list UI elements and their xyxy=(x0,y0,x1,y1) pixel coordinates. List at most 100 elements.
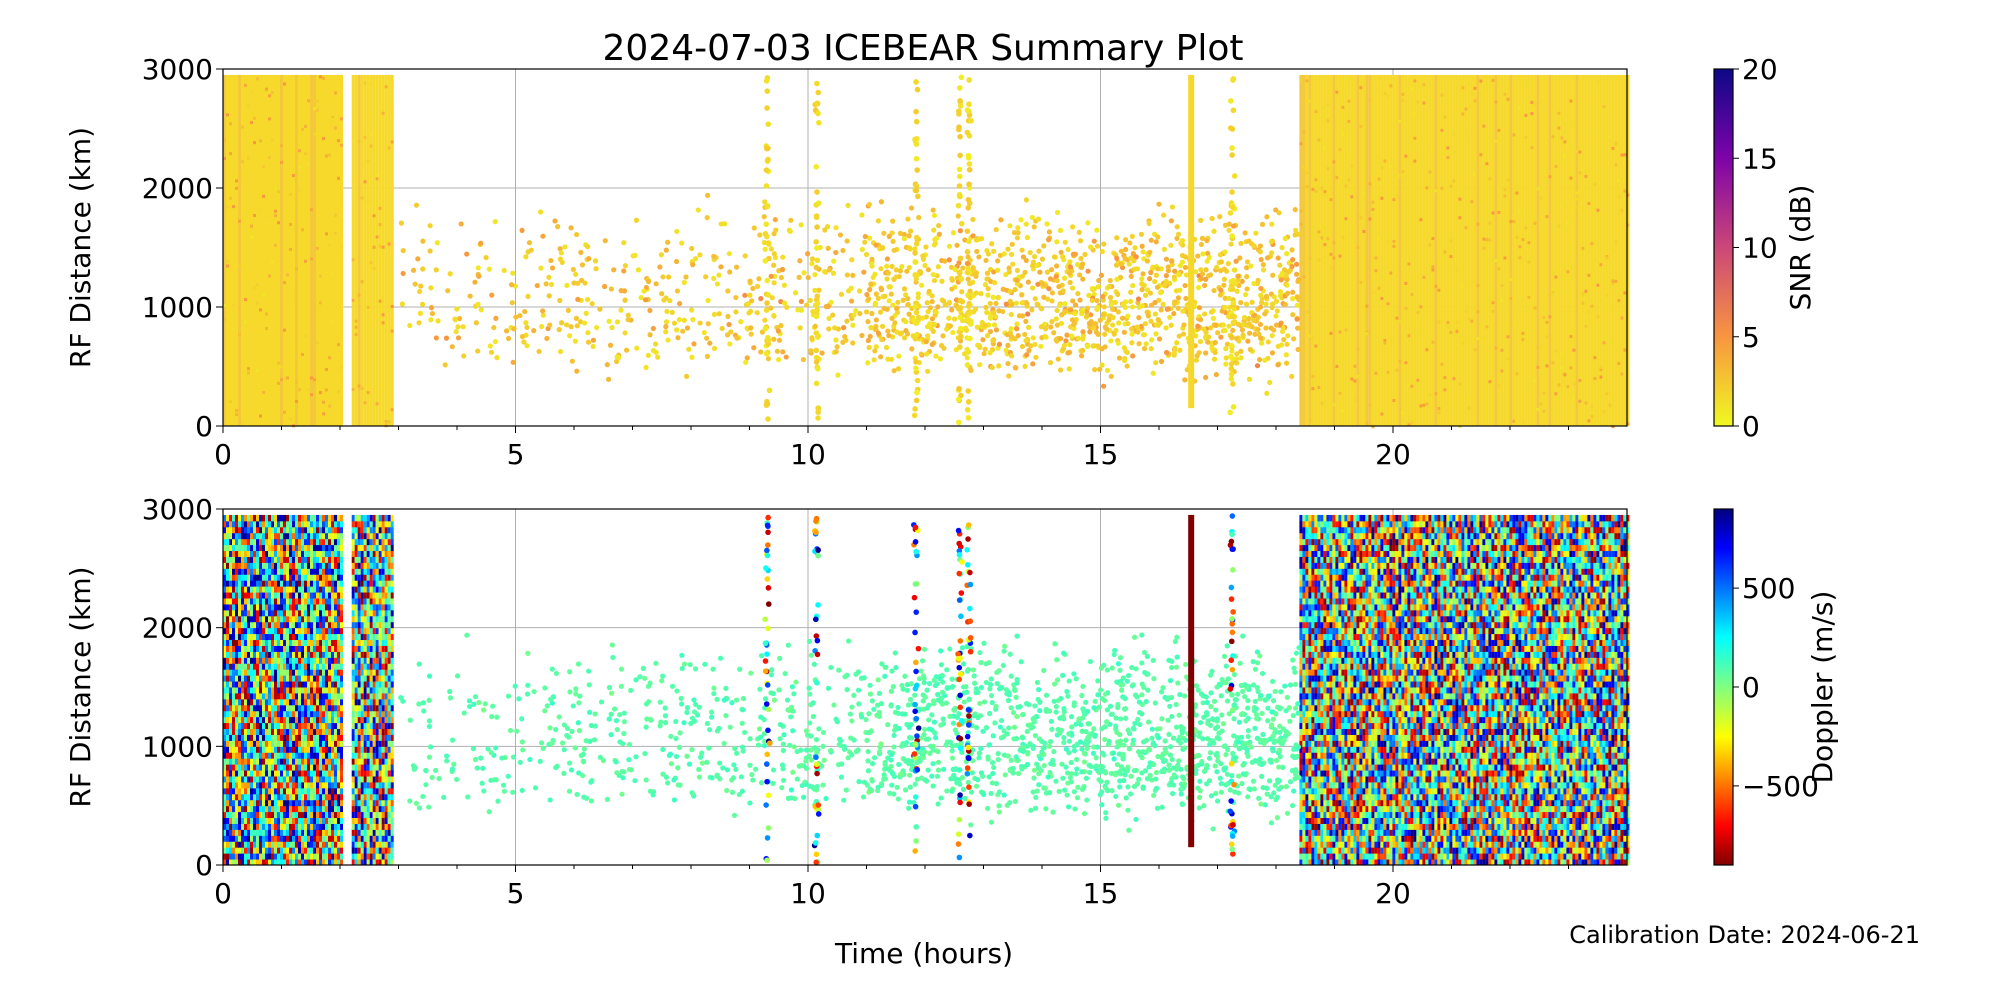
data-point xyxy=(328,752,331,759)
data-point xyxy=(866,344,872,351)
data-point xyxy=(1560,136,1564,140)
data-point xyxy=(325,835,328,842)
data-strip xyxy=(1500,74,1504,426)
data-point xyxy=(1443,250,1447,254)
data-point xyxy=(325,681,328,688)
data-point xyxy=(316,621,319,629)
data-point xyxy=(416,320,422,326)
data-point xyxy=(247,514,250,522)
data-point xyxy=(1539,402,1543,406)
data-strip xyxy=(295,74,298,426)
data-point xyxy=(1407,262,1411,266)
data-point xyxy=(301,127,304,131)
data-point xyxy=(277,221,280,225)
data-point xyxy=(286,704,289,712)
data-point xyxy=(304,598,307,605)
data-point xyxy=(1044,269,1050,275)
data-point xyxy=(244,764,247,771)
data-point xyxy=(1175,305,1181,311)
data-point xyxy=(325,514,328,522)
data-point xyxy=(262,728,265,735)
data-point xyxy=(592,258,599,264)
data-point xyxy=(295,675,298,682)
data-point xyxy=(280,698,283,706)
data-point xyxy=(295,609,298,617)
data-point xyxy=(1283,272,1289,278)
data-strip xyxy=(1425,74,1429,426)
data-point xyxy=(1271,327,1277,333)
data-point xyxy=(277,381,280,385)
data-point xyxy=(622,297,628,303)
data-point xyxy=(1205,250,1211,256)
data-point xyxy=(1015,230,1021,236)
data-point xyxy=(283,663,286,670)
data-point xyxy=(325,823,328,830)
data-point xyxy=(301,764,304,771)
data-point xyxy=(271,580,274,587)
data-point xyxy=(256,574,259,581)
data-point xyxy=(663,329,669,335)
data-point xyxy=(277,752,280,759)
data-point xyxy=(331,835,334,842)
data-point xyxy=(238,805,241,813)
data-point xyxy=(322,811,325,819)
data-point xyxy=(223,627,226,635)
data-point xyxy=(316,692,319,700)
data-point xyxy=(238,574,241,581)
data-strip xyxy=(384,74,388,426)
data-point xyxy=(1620,372,1624,376)
data-point xyxy=(328,404,331,408)
data-point xyxy=(298,556,301,563)
data-point xyxy=(268,651,271,658)
data-point xyxy=(1033,354,1039,360)
data-point xyxy=(340,117,343,121)
data-point xyxy=(604,362,610,368)
data-point xyxy=(283,574,286,581)
data-point xyxy=(292,829,295,836)
data-point xyxy=(1156,201,1162,207)
data-point xyxy=(295,615,298,623)
data-strip xyxy=(1566,74,1570,426)
data-point xyxy=(764,277,771,284)
data-point xyxy=(313,556,316,563)
data-point xyxy=(1258,335,1264,341)
data-point xyxy=(322,799,325,807)
data-point xyxy=(814,189,820,195)
data-point xyxy=(1135,329,1141,335)
data-point xyxy=(295,799,298,807)
data-point xyxy=(814,257,821,264)
data-point xyxy=(1422,83,1426,87)
data-point xyxy=(1182,264,1189,271)
data-point xyxy=(363,401,367,405)
data-point xyxy=(274,793,277,801)
data-point xyxy=(310,615,313,623)
data-point xyxy=(1053,273,1059,280)
data-point xyxy=(325,692,328,700)
data-point xyxy=(244,586,247,593)
data-point xyxy=(304,574,307,581)
data-point xyxy=(319,651,322,658)
data-point xyxy=(247,651,250,658)
x-tick-label: 15 xyxy=(1083,438,1119,471)
data-point xyxy=(1569,335,1573,339)
data-point xyxy=(247,716,250,724)
data-point xyxy=(307,621,310,629)
data-point xyxy=(301,663,304,670)
data-point xyxy=(256,550,259,557)
data-point xyxy=(1347,178,1351,182)
data-point xyxy=(967,280,973,287)
data-point xyxy=(1148,269,1154,276)
data-point xyxy=(226,793,229,801)
data-point xyxy=(1149,337,1155,343)
data-point xyxy=(283,781,286,789)
data-point xyxy=(1134,266,1141,272)
data-point xyxy=(1109,322,1116,328)
data-point xyxy=(283,651,286,658)
data-point xyxy=(826,326,832,332)
data-point xyxy=(289,704,292,712)
data-point xyxy=(1128,298,1134,305)
data-strip xyxy=(337,74,340,426)
data-point xyxy=(1230,319,1237,326)
data-point xyxy=(244,823,247,830)
data-point xyxy=(711,345,718,352)
